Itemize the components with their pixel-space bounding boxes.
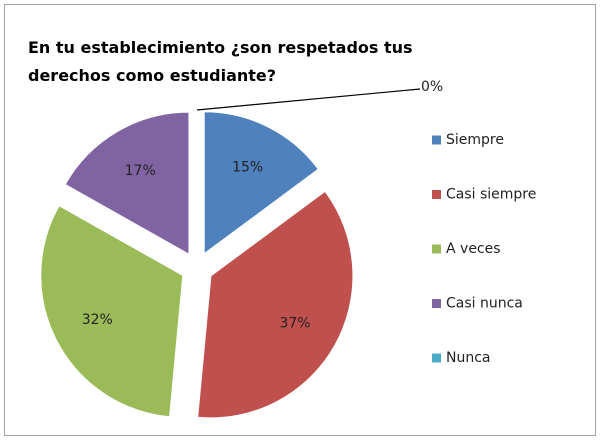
pie-slice [197,190,354,419]
legend-label: Casi siempre [446,187,536,203]
legend-swatch [432,353,441,363]
data-label: 32% [82,312,113,328]
pie-slice [64,111,190,256]
leader-line [196,88,421,111]
legend-label: Siempre [446,132,504,148]
legend-swatch [432,244,441,254]
chart-title: En tu establecimiento ¿son respetados tu… [28,38,413,85]
data-label: 37% [279,315,310,331]
legend-label: A veces [446,241,501,257]
data-label: 0% [421,79,443,95]
legend-swatch [432,135,441,145]
pie-slice [203,111,319,255]
legend-swatch [432,190,441,199]
legend-swatch [432,299,441,308]
data-label: 15% [232,159,263,175]
legend-label: Casi nunca [446,296,523,312]
pie-slice [40,205,184,418]
data-label: 17% [125,163,156,179]
legend-label: Nunca [446,350,491,366]
